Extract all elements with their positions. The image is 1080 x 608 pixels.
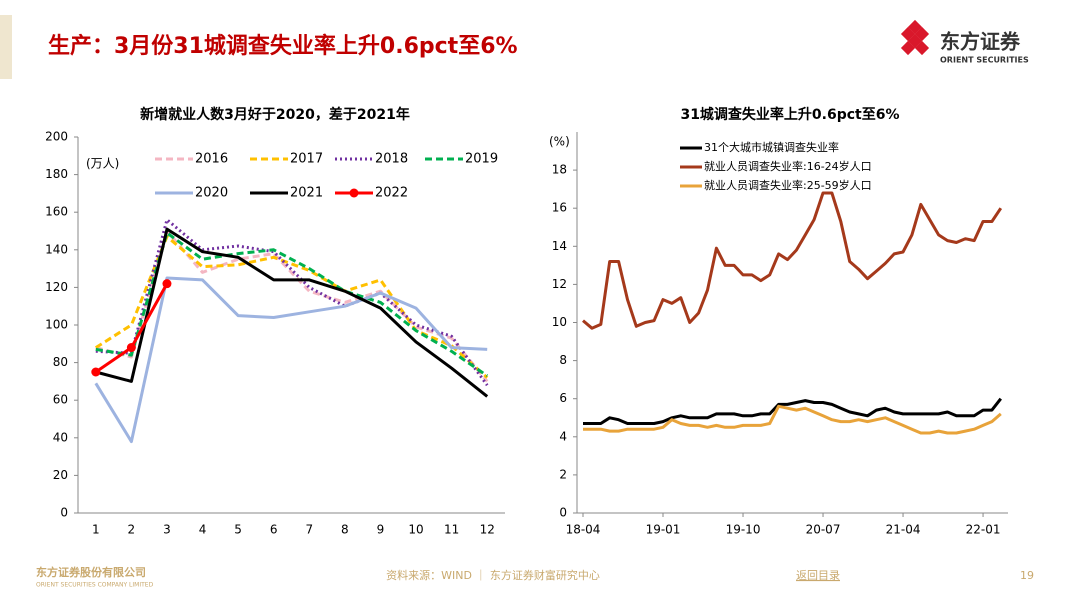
y-tick-label: 18 — [552, 163, 567, 177]
logo-name: 东方证券 — [940, 30, 1021, 54]
y-tick-label: 80 — [53, 355, 68, 369]
point-marker — [162, 279, 172, 289]
legend-label: 2022 — [375, 186, 408, 201]
x-tick-label: 7 — [305, 523, 313, 537]
series-line — [94, 276, 488, 444]
point-marker — [126, 343, 136, 353]
chart-title: 新增就业人数3月好于2020，差于2021年 — [140, 106, 410, 123]
legend-label: 就业人员调查失业率:16-24岁人口 — [704, 159, 872, 173]
slide-title: 生产：3月份31城调查失业率上升0.6pct至6% — [48, 33, 518, 59]
legend-label: 就业人员调查失业率:25-59岁人口 — [704, 178, 872, 192]
series-line — [583, 404, 1002, 435]
legend-label: 2019 — [465, 152, 498, 167]
legend-marker — [349, 188, 359, 198]
y-tick-label: 180 — [45, 167, 68, 181]
y-tick-label: 8 — [559, 353, 567, 367]
legend-label: 31个大城市城镇调查失业率 — [704, 140, 839, 154]
y-tick-label: 40 — [53, 430, 68, 444]
x-tick-label: 2 — [128, 523, 136, 537]
y-tick-label: 0 — [559, 506, 567, 520]
legend-label: 2016 — [195, 152, 228, 167]
x-tick-label: 1 — [92, 523, 100, 537]
point-marker — [91, 367, 101, 377]
y-tick-label: 16 — [552, 201, 567, 215]
series-line — [583, 397, 1002, 425]
footer-company: 东方证券股份有限公司 — [36, 565, 146, 579]
x-tick-label: 22-01 — [966, 523, 1001, 537]
x-tick-label: 18-04 — [566, 523, 601, 537]
series-line — [95, 218, 489, 387]
x-tick-label: 11 — [444, 523, 459, 537]
x-tick-label: 21-04 — [886, 523, 921, 537]
y-tick-label: 20 — [53, 468, 68, 482]
x-tick-label: 9 — [377, 523, 385, 537]
footer-company-en: ORIENT SECURITIES COMPANY LIMITED — [36, 582, 154, 589]
y-tick-label: 160 — [45, 205, 68, 219]
x-tick-label: 4 — [199, 523, 207, 537]
x-tick-label: 20-07 — [806, 523, 841, 537]
legend-label: 2017 — [290, 152, 323, 167]
side-accent — [0, 15, 12, 79]
page-number: 19 — [1020, 569, 1034, 582]
y-tick-label: 60 — [53, 393, 68, 407]
back-link[interactable]: 返回目录 — [796, 569, 840, 582]
y-tick-label: 6 — [559, 391, 567, 405]
axis-unit: (万人) — [86, 157, 119, 171]
legend-label: 2018 — [375, 152, 408, 167]
y-tick-label: 2 — [559, 467, 567, 481]
y-tick-label: 12 — [552, 277, 567, 291]
y-tick-label: 0 — [60, 506, 68, 520]
y-tick-label: 10 — [552, 315, 567, 329]
x-tick-label: 12 — [480, 523, 495, 537]
legend-label: 2021 — [290, 186, 323, 201]
logo-mark — [900, 19, 930, 56]
y-tick-label: 4 — [559, 429, 567, 443]
series-line — [582, 191, 1003, 330]
x-tick-label: 19-01 — [646, 523, 681, 537]
footer-source: 资料来源：WIND ｜ 东方证券财富研究中心 — [386, 568, 600, 582]
x-tick-label: 19-10 — [726, 523, 761, 537]
y-tick-label: 200 — [45, 130, 68, 144]
logo-subtitle: ORIENT SECURITIES — [940, 56, 1029, 65]
y-tick-label: 100 — [45, 318, 68, 332]
y-tick-label: 14 — [552, 239, 567, 253]
x-tick-label: 10 — [408, 523, 423, 537]
x-tick-label: 3 — [163, 523, 171, 537]
legend-label: 2020 — [195, 186, 228, 201]
axis-unit: (%) — [549, 135, 570, 149]
x-tick-label: 6 — [270, 523, 278, 537]
y-tick-label: 140 — [45, 242, 68, 256]
series-line — [95, 227, 489, 398]
x-tick-label: 8 — [341, 523, 349, 537]
chart-title: 31城调查失业率上升0.6pct至6% — [680, 106, 899, 123]
y-tick-label: 120 — [45, 280, 68, 294]
series-line — [95, 231, 489, 378]
x-tick-label: 5 — [234, 523, 242, 537]
